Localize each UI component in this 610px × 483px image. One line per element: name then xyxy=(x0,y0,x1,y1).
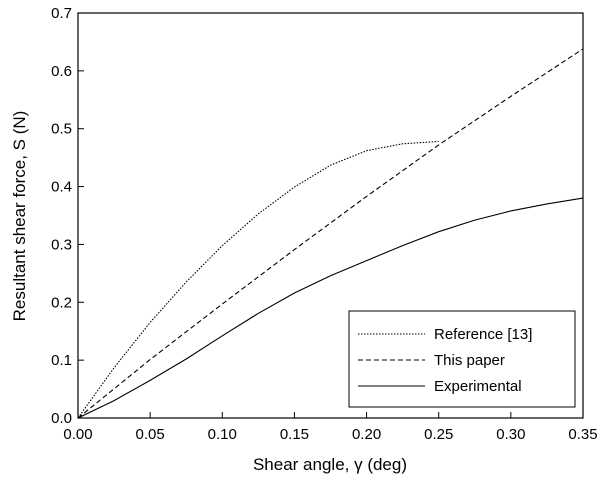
series-lines xyxy=(77,48,584,419)
y-tick-label: 0.7 xyxy=(51,5,72,22)
series-line-2 xyxy=(77,197,584,419)
y-tick-label: 0.5 xyxy=(51,121,72,138)
y-tick-label: 0.0 xyxy=(51,410,72,427)
y-axis-ticks: 0.0 0.1 0.2 0.3 0.4 0.5 0.6 0.7 xyxy=(51,5,84,427)
x-tick-label: 0.05 xyxy=(136,426,165,443)
plot-frame xyxy=(77,12,584,419)
x-axis-ticks: 0.00 0.05 0.10 0.15 0.20 0.25 0.30 0.35 xyxy=(63,412,598,443)
legend-box xyxy=(348,310,576,408)
x-tick-label: 0.30 xyxy=(496,426,525,443)
x-tick-label: 0.10 xyxy=(208,426,237,443)
x-tick-label: 0.25 xyxy=(424,426,453,443)
x-tick-label: 0.00 xyxy=(63,426,92,443)
legend: Reference [13] This paper Experimental xyxy=(348,310,576,408)
y-tick-label: 0.2 xyxy=(51,294,72,311)
x-tick-label: 0.20 xyxy=(352,426,381,443)
series-line-0 xyxy=(77,140,439,419)
x-axis-title: Shear angle, γ (deg) xyxy=(253,455,407,474)
y-axis-title: Resultant shear force, S (N) xyxy=(10,111,29,322)
x-tick-label: 0.15 xyxy=(280,426,309,443)
x-tick-label: 0.35 xyxy=(568,426,597,443)
legend-label-2: Experimental xyxy=(434,378,522,395)
y-tick-label: 0.1 xyxy=(51,352,72,369)
legend-label-0: Reference [13] xyxy=(434,326,532,343)
legend-label-1: This paper xyxy=(434,352,505,369)
series-line-1 xyxy=(77,48,584,419)
y-tick-label: 0.4 xyxy=(51,179,72,196)
y-tick-label: 0.3 xyxy=(51,236,72,253)
y-tick-label: 0.6 xyxy=(51,63,72,80)
